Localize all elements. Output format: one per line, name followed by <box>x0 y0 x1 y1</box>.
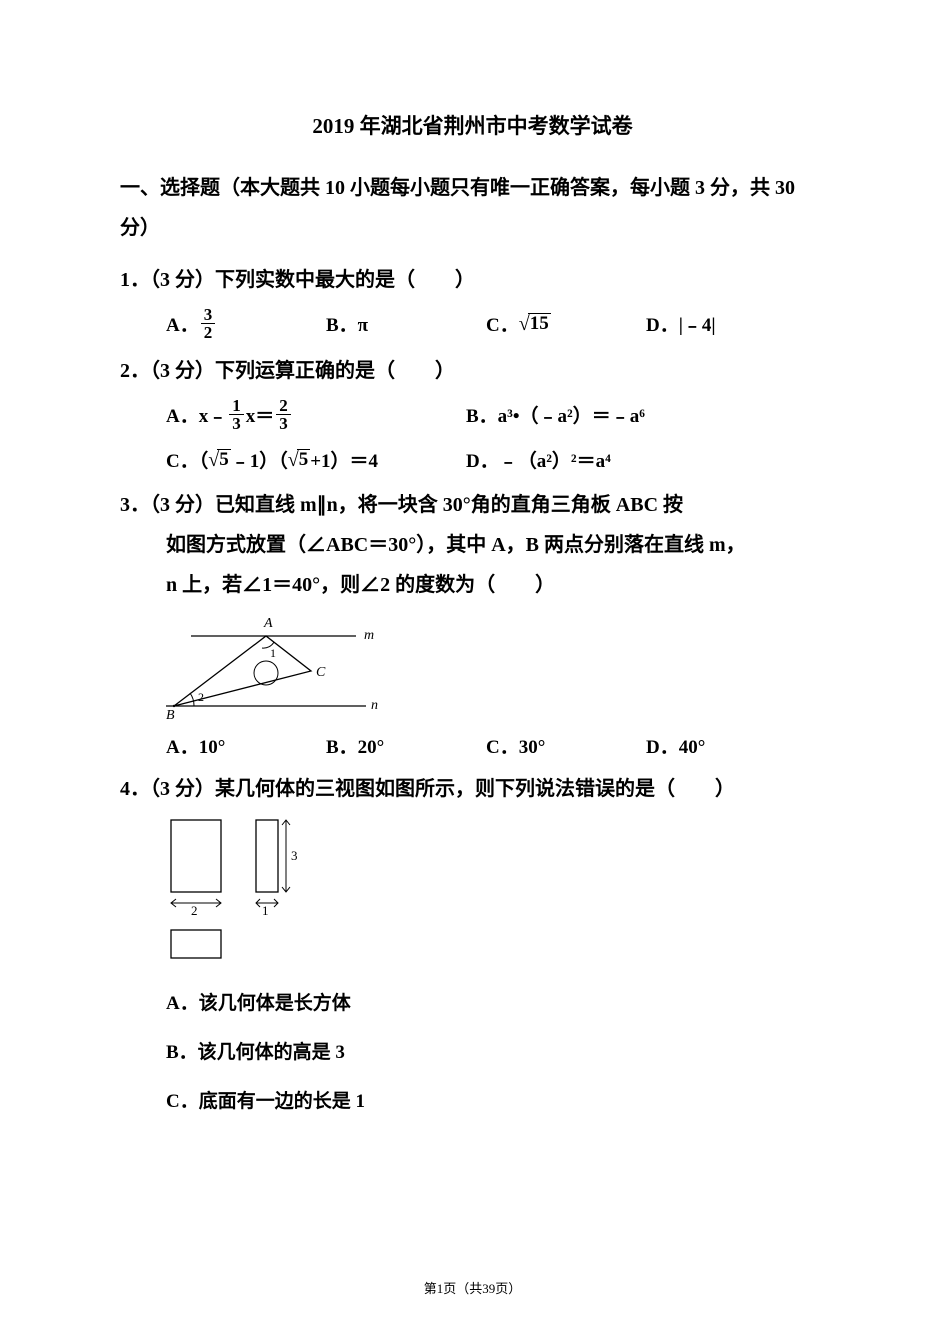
q3-options: A．10° B．20° C．30° D．40° <box>166 732 825 759</box>
q4-options: A．该几何体是长方体 B．该几何体的高是 3 C．底面有一边的长是 1 <box>166 988 825 1113</box>
sqrt-icon: √ 15 <box>519 313 551 335</box>
page: 2019 年湖北省荆州市中考数学试卷 一、选择题（本大题共 10 小题每小题只有… <box>0 0 945 1337</box>
q1-b-label: B．π <box>326 310 368 337</box>
q3-option-b: B．20° <box>326 732 476 759</box>
q1-option-d: D．|﹣4| <box>646 306 796 341</box>
q1-option-b: B．π <box>326 306 476 341</box>
svg-text:1: 1 <box>262 903 269 918</box>
exam-title: 2019 年湖北省荆州市中考数学试卷 <box>120 110 825 140</box>
svg-text:1: 1 <box>270 646 276 660</box>
question-4: 4．（3 分）某几何体的三视图如图所示，则下列说法错误的是（ ） <box>120 769 825 809</box>
q2-options: A．x﹣ 1 3 x＝ 2 3 B．a³•（﹣a²）＝﹣a⁶ C．（ √ 5 ﹣… <box>166 397 825 473</box>
svg-text:n: n <box>371 698 378 713</box>
q1-a-label: A． <box>166 310 199 337</box>
sqrt-icon: √ 5 <box>288 449 310 471</box>
svg-text:C: C <box>316 665 326 680</box>
q2-stem: 2．（3 分）下列运算正确的是（ ） <box>120 360 455 382</box>
three-views-diagram-icon: 2 3 1 <box>166 815 366 975</box>
fraction-icon: 1 3 <box>229 397 244 432</box>
q1-options: A． 3 2 B．π C． √ 15 D．|﹣4| <box>166 306 825 341</box>
question-3: 3．（3 分）已知直线 m∥n，将一块含 30°角的直角三角板 ABC 按 如图… <box>120 485 825 605</box>
q3-figure: A B C m n 1 2 <box>166 611 825 726</box>
question-2: 2．（3 分）下列运算正确的是（ ） <box>120 351 825 391</box>
q3-stem-line3: n 上，若∠1＝40°，则∠2 的度数为（ ） <box>166 565 825 605</box>
question-1: 1．（3 分）下列实数中最大的是（ ） <box>120 260 825 300</box>
q4-figure: 2 3 1 <box>166 815 825 980</box>
q4-stem: 4．（3 分）某几何体的三视图如图所示，则下列说法错误的是（ ） <box>120 778 735 800</box>
svg-text:m: m <box>364 628 374 643</box>
q3-option-d: D．40° <box>646 732 796 759</box>
page-footer: 第1页（共39页） <box>0 1278 945 1297</box>
q4-option-a: A．该几何体是长方体 <box>166 988 825 1015</box>
svg-text:2: 2 <box>198 690 204 704</box>
q4-option-b: B．该几何体的高是 3 <box>166 1037 825 1064</box>
q1-option-a: A． 3 2 <box>166 306 316 341</box>
q1-option-c: C． √ 15 <box>486 306 636 341</box>
svg-text:3: 3 <box>291 848 298 863</box>
section-heading: 一、选择题（本大题共 10 小题每小题只有唯一正确答案，每小题 3 分，共 30… <box>120 168 825 248</box>
q2-option-a: A．x﹣ 1 3 x＝ 2 3 <box>166 397 466 432</box>
q3-stem-line2: 如图方式放置（∠ABC＝30°），其中 A，B 两点分别落在直线 m， <box>166 525 825 565</box>
sqrt-icon: √ 5 <box>208 449 230 471</box>
svg-text:A: A <box>263 616 273 631</box>
q3-option-a: A．10° <box>166 732 316 759</box>
q1-d-label: D．|﹣4| <box>646 310 716 337</box>
fraction-icon: 3 2 <box>201 306 216 341</box>
q2-option-b: B．a³•（﹣a²）＝﹣a⁶ <box>466 397 766 432</box>
q2-option-c: C．（ √ 5 ﹣1）（ √ 5 +1）＝4 <box>166 446 466 473</box>
triangle-diagram-icon: A B C m n 1 2 <box>166 611 396 721</box>
svg-text:2: 2 <box>191 903 198 918</box>
q2-option-d: D．﹣（a²）²＝a⁴ <box>466 446 766 473</box>
q3-option-c: C．30° <box>486 732 636 759</box>
q4-option-c: C．底面有一边的长是 1 <box>166 1086 825 1113</box>
q1-c-label: C． <box>486 310 519 337</box>
svg-text:B: B <box>166 708 175 721</box>
q3-stem-line1: 3．（3 分）已知直线 m∥n，将一块含 30°角的直角三角板 ABC 按 <box>120 485 825 525</box>
fraction-icon: 2 3 <box>276 397 291 432</box>
q1-stem: 1．（3 分）下列实数中最大的是（ ） <box>120 269 475 291</box>
